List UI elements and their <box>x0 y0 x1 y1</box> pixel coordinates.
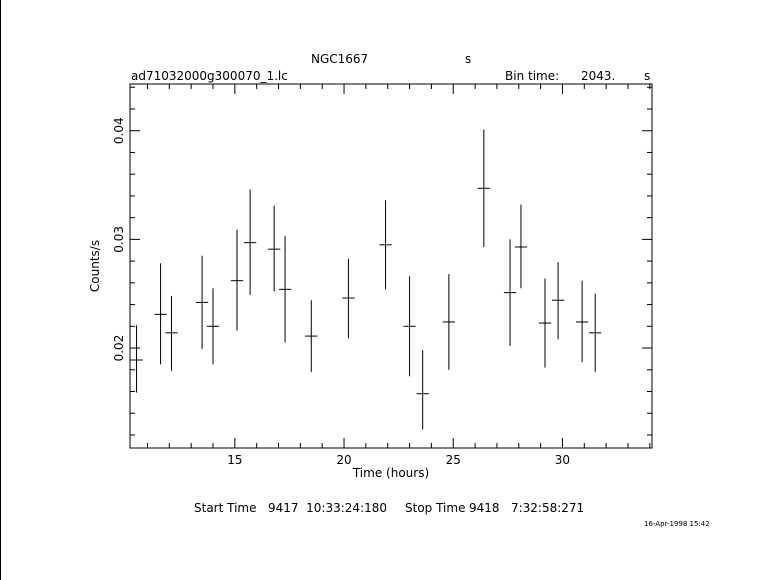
data-point <box>442 274 455 370</box>
y-tick-label: 0.04 <box>112 117 126 144</box>
data-point <box>589 293 602 372</box>
x-axis-label: Time (hours) <box>352 466 429 480</box>
data-point <box>195 255 209 350</box>
y-tick-label: 0.02 <box>112 335 126 362</box>
x-tick-label: 25 <box>446 453 461 467</box>
data-point <box>416 350 429 430</box>
data-point <box>278 236 292 343</box>
bin-time-unit: s <box>644 69 651 83</box>
x-tick-label: 30 <box>555 453 570 467</box>
bin-time-value: 2043. <box>581 69 616 83</box>
data-point <box>244 189 257 295</box>
axis-ticks <box>130 84 652 448</box>
object-name: NGC1667 <box>311 52 369 66</box>
data-point <box>379 200 392 290</box>
stop-time-value: 9418 7:32:58:271 <box>469 501 585 515</box>
x-tick-labels: 15 20 25 30 <box>227 453 570 467</box>
plot-timestamp: 16-Apr-1998 15:42 <box>644 520 710 528</box>
data-point <box>268 205 281 292</box>
data-point <box>230 229 244 331</box>
start-time-label: Start Time <box>194 501 257 515</box>
data-point <box>165 295 178 371</box>
plot-frame <box>129 83 653 449</box>
x-tick-label: 20 <box>336 453 351 467</box>
stop-time-label: Stop Time <box>405 501 466 515</box>
bin-time-label: Bin time: <box>505 69 560 83</box>
data-point <box>206 288 220 365</box>
data-points <box>130 129 602 430</box>
data-point <box>342 258 355 339</box>
y-tick-labels: 0.02 0.03 0.04 <box>112 117 126 361</box>
window-left-edge <box>0 0 1 580</box>
data-point <box>551 262 565 340</box>
y-tick-label: 0.03 <box>112 226 126 253</box>
y-axis-label: Counts/s <box>88 240 102 292</box>
data-point <box>575 280 589 363</box>
data-point <box>305 300 318 372</box>
data-point <box>514 204 528 289</box>
data-point <box>503 239 517 346</box>
data-point <box>130 325 143 393</box>
data-point <box>403 276 416 377</box>
data-point <box>477 129 490 247</box>
data-point <box>538 278 552 368</box>
object-unit: s <box>465 52 472 66</box>
start-time-value: 9417 10:33:24:180 <box>268 501 388 515</box>
file-name: ad71032000g300070_1.lc <box>131 69 288 83</box>
data-point <box>154 263 167 365</box>
x-tick-label: 15 <box>227 453 242 467</box>
